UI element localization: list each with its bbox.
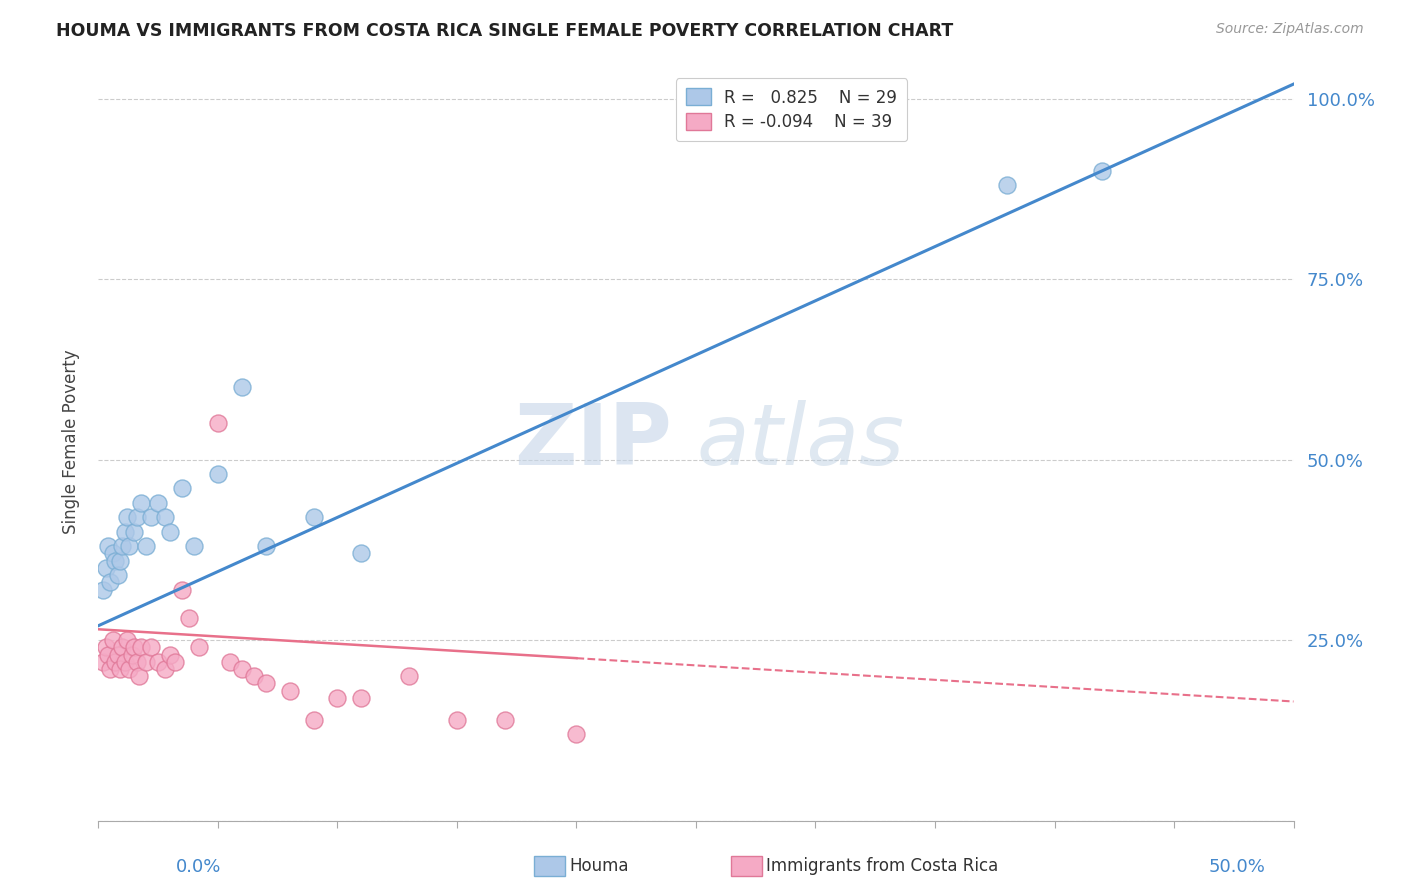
Point [172,582,194,597]
Point [118,539,141,553]
Point [243,669,266,683]
Point [231,380,253,394]
Point [179,611,201,625]
Y-axis label: Single Female Poverty: Single Female Poverty [62,350,80,533]
Point [104,554,127,568]
Point [97,539,120,553]
Text: 50.0%: 50.0% [1209,858,1265,876]
Point [155,662,177,676]
Point [254,676,277,690]
Point [148,496,170,510]
Point [135,655,157,669]
Point [139,640,162,655]
Point [101,546,124,560]
Point [114,655,136,669]
Point [139,510,162,524]
Point [104,655,127,669]
Point [124,524,146,539]
Point [108,662,131,676]
Point [131,640,153,655]
Point [231,662,253,676]
Text: HOUMA VS IMMIGRANTS FROM COSTA RICA SINGLE FEMALE POVERTY CORRELATION CHART: HOUMA VS IMMIGRANTS FROM COSTA RICA SING… [56,22,953,40]
Point [254,539,277,553]
Point [111,539,134,553]
Legend: R =   0.825    N = 29, R = -0.094    N = 39: R = 0.825 N = 29, R = -0.094 N = 39 [676,78,907,141]
Point [1091,163,1114,178]
Point [207,467,229,481]
Text: Immigrants from Costa Rica: Immigrants from Costa Rica [766,857,998,875]
Point [115,510,138,524]
Point [494,713,516,727]
Point [121,648,143,662]
Point [446,713,468,727]
Text: Houma: Houma [569,857,628,875]
Point [219,655,242,669]
Point [278,683,301,698]
Point [207,417,229,431]
Point [111,640,134,655]
Point [98,575,122,590]
Point [398,669,420,683]
Point [350,546,373,560]
Point [302,510,325,524]
Point [326,690,349,705]
Point [114,524,136,539]
Point [995,178,1018,193]
Point [91,655,114,669]
Point [108,554,131,568]
Point [131,496,153,510]
Point [124,640,146,655]
Point [118,662,141,676]
Point [159,524,181,539]
Text: ZIP: ZIP [515,400,672,483]
Point [97,648,120,662]
Point [125,510,148,524]
Text: atlas: atlas [696,400,904,483]
Point [187,640,209,655]
Text: Source: ZipAtlas.com: Source: ZipAtlas.com [1216,22,1364,37]
Point [135,539,157,553]
Point [91,582,114,597]
Point [101,633,124,648]
Point [565,727,588,741]
Point [302,713,325,727]
Point [155,510,177,524]
Text: 0.0%: 0.0% [176,858,221,876]
Point [159,648,181,662]
Point [98,662,122,676]
Point [148,655,170,669]
Point [163,655,186,669]
Point [128,669,150,683]
Point [183,539,205,553]
Point [115,633,138,648]
Point [107,648,129,662]
Point [125,655,148,669]
Point [350,690,373,705]
Point [107,568,129,582]
Point [172,482,194,496]
Point [94,561,117,575]
Point [94,640,117,655]
